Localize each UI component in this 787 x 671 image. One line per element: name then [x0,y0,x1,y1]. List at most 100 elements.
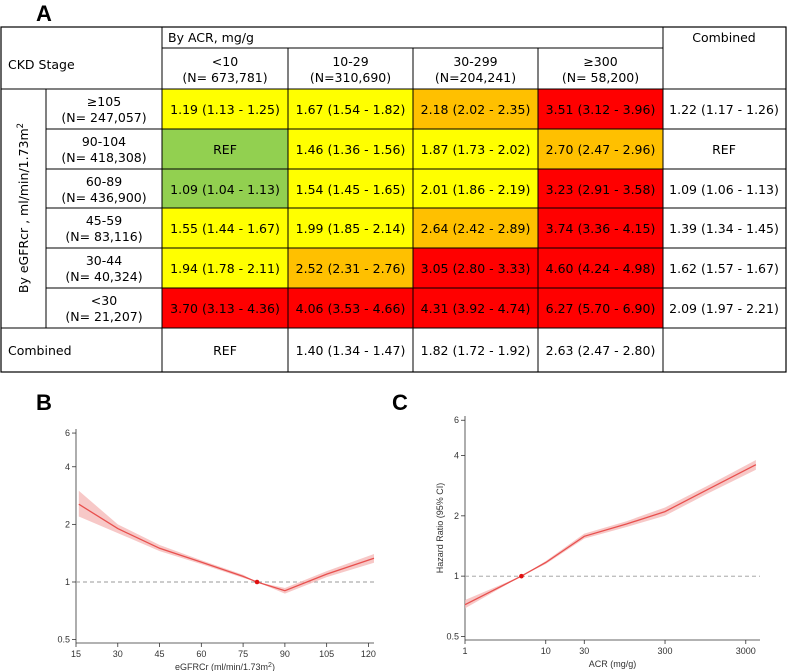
egfr-row-n: (N= 21,207) [65,309,142,324]
acr-col-n: (N= 58,200) [562,70,639,85]
x-tick-label: 10 [541,646,551,656]
x-axis-label: eGFRCr (ml/min/1.73m2) [175,662,275,671]
hr-cell-value: 1.09 (1.04 - 1.13) [170,182,280,197]
combined-row-value: 1.09 (1.06 - 1.13) [669,182,779,197]
acr-col-range: ≥300 [583,54,617,69]
heat-cell [538,89,663,129]
reference-point [519,573,524,579]
hr-cell-value: 2.01 (1.86 - 2.19) [421,182,531,197]
combined-col-label: Combined [692,30,756,45]
hr-cell-value: 1.54 (1.45 - 1.65) [296,182,406,197]
egfr-row-n: (N= 83,116) [65,229,142,244]
hr-cell-value: 3.74 (3.36 - 4.15) [546,221,656,236]
heat-cell [413,129,538,169]
x-tick-label: 105 [319,649,334,659]
panel-label-b: B [36,390,52,415]
combined-row-value: 1.62 (1.57 - 1.67) [669,261,779,276]
y-tick-label: 2 [65,519,70,529]
hr-cell-value: 1.99 (1.85 - 2.14) [296,221,406,236]
ckd-stage-label: CKD Stage [8,57,75,72]
heat-cell [162,208,288,248]
acr-col-range: <10 [212,54,238,69]
egfr-row-range: 30-44 [86,253,122,268]
combined-col-value: 1.40 (1.34 - 1.47) [296,343,406,358]
hr-cell-value: 6.27 (5.70 - 6.90) [546,301,656,316]
hr-cell-value: 2.64 (2.42 - 2.89) [421,221,531,236]
combined-row-label: Combined [8,343,72,358]
heat-cell [162,169,288,208]
acr-col-n: (N= 673,781) [182,70,267,85]
x-tick-label: 1 [462,646,467,656]
x-tick-label: 75 [238,649,248,659]
combined-col-value: 2.63 (2.47 - 2.80) [546,343,656,358]
egfr-row-range: 90-104 [82,134,126,149]
y-tick-label: 6 [65,428,70,438]
hr-cell-value: 1.46 (1.36 - 1.56) [296,142,406,157]
x-tick-label: 300 [658,646,673,656]
heat-cell [288,89,413,129]
hr-cell-value: REF [213,142,237,157]
combined-row-value: 1.39 (1.34 - 1.45) [669,221,779,236]
y-tick-label: 4 [65,462,70,472]
egfr-row-n: (N= 436,900) [61,190,146,205]
hr-cell-value: 3.70 (3.13 - 4.36) [170,301,280,316]
y-tick-label: 2 [454,511,459,521]
hazard-line [78,503,375,592]
egfr-row-range: ≥105 [87,94,121,109]
y-tick-label: 6 [454,415,459,425]
y-tick-label: 1 [65,577,70,587]
acr-col-n: (N=310,690) [310,70,391,85]
hazard-line [464,464,757,606]
heat-cell [538,208,663,248]
hr-cell-value: 4.31 (3.92 - 4.74) [421,301,531,316]
egfr-row-n: (N= 418,308) [61,150,146,165]
x-tick-label: 45 [155,649,165,659]
hr-cell-value: 3.05 (2.80 - 3.33) [421,261,531,276]
egfr-row-n: (N= 247,057) [61,110,146,125]
y-tick-label: 0.5 [446,631,459,641]
egfr-row-n: (N= 40,324) [65,269,142,284]
egfr-row-range: 45-59 [86,213,122,228]
x-tick-label: 60 [196,649,206,659]
table-frame [0,26,787,373]
combined-col-value: 1.82 (1.72 - 1.92) [421,343,531,358]
egfr-group-label: By eGFRcr , ml/min/1.73m2 [16,123,31,293]
egfr-row-range: 60-89 [86,174,122,189]
reference-point [254,579,260,585]
hr-cell-value: 1.87 (1.73 - 2.02) [421,142,531,157]
acr-group-label: By ACR, mg/g [168,30,254,45]
heat-cell [162,288,288,328]
heat-cell [413,248,538,288]
heat-cell [413,288,538,328]
heat-cell [413,169,538,208]
heat-cell [288,208,413,248]
hr-cell-value: 1.55 (1.44 - 1.67) [170,221,280,236]
heatmap-table: CKD Stage By ACR, mg/g Combined <10(N= 673,… [0,26,787,373]
confidence-band [465,460,756,609]
combined-row-value: 2.09 (1.97 - 2.21) [669,301,779,316]
heat-cell [288,129,413,169]
y-tick-label: 1 [454,571,459,581]
heat-cell [162,129,288,169]
combined-row-value: 1.22 (1.17 - 1.26) [669,102,779,117]
hr-cell-value: 1.67 (1.54 - 1.82) [296,102,406,117]
heat-cell [162,89,288,129]
hr-cell-value: 3.51 (3.12 - 3.96) [546,102,656,117]
x-axis-label: ACR (mg/g) [589,659,637,669]
x-tick-label: 15 [71,649,81,659]
combined-col-value: REF [213,343,237,358]
heat-cell [413,208,538,248]
heat-cell [288,169,413,208]
hr-cell-value: 2.70 (2.47 - 2.96) [546,142,656,157]
heat-cell [413,89,538,129]
panel-label-a: A [36,1,52,26]
egfr-hazard-chart: 0.5 1 2 4 6 15 30 45 60 75 90 105 120 eGFRCr (ml/min/… [57,428,375,671]
combined-row-value: REF [712,142,736,157]
acr-col-n: (N=204,241) [435,70,516,85]
y-tick-label: 0.5 [57,635,70,645]
x-tick-label: 30 [579,646,589,656]
heat-cell [538,169,663,208]
y-tick-label: 4 [454,451,459,461]
y-axis-label: Hazard Ratio (95% CI) [435,483,445,574]
